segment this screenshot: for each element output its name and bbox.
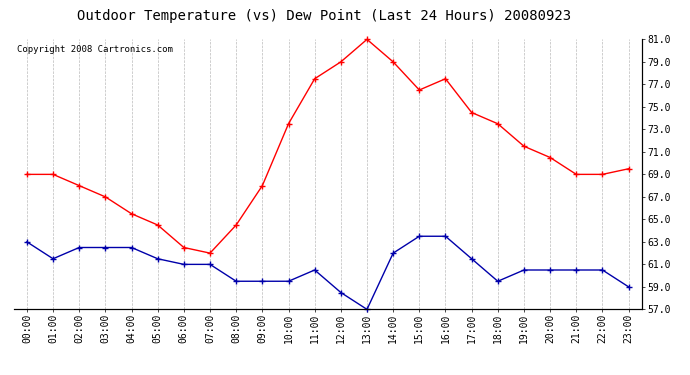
- Text: Copyright 2008 Cartronics.com: Copyright 2008 Cartronics.com: [17, 45, 172, 54]
- Text: Outdoor Temperature (vs) Dew Point (Last 24 Hours) 20080923: Outdoor Temperature (vs) Dew Point (Last…: [77, 9, 571, 23]
